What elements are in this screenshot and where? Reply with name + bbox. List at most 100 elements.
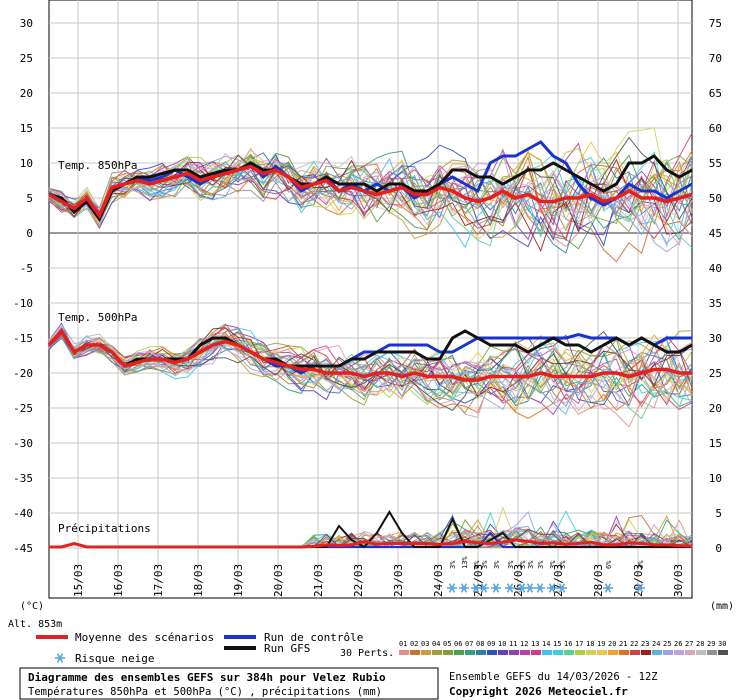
right-tick-label: 25 [709, 367, 722, 380]
snow-flake-stroke [604, 583, 612, 593]
right-tick-label: 45 [709, 227, 722, 240]
left-tick-label: -20 [13, 367, 33, 380]
date-label: 24/03 [432, 564, 445, 597]
perturbation-27-line [48, 328, 693, 419]
snow-risk-percent: 3% [559, 560, 567, 569]
perturbation-swatch [674, 650, 684, 655]
date-label: 18/03 [192, 564, 205, 597]
left-tick-label: -15 [13, 332, 33, 345]
legend-mean-label: Moyenne des scénarios [75, 631, 214, 644]
perturbation-swatch [443, 650, 453, 655]
perturbation-14-line [48, 163, 693, 249]
perturbation-number: 27 [685, 640, 693, 648]
left-tick-label: -10 [13, 297, 33, 310]
perturbation-number: 08 [476, 640, 484, 648]
snow-risk-percent: 3% [481, 560, 489, 569]
snow-flake-icon [535, 583, 545, 593]
perturbation-swatch [696, 650, 706, 655]
right-tick-label: 70 [709, 52, 722, 65]
perturbation-number: 14 [542, 640, 550, 648]
left-tick-label: 25 [20, 52, 33, 65]
date-label: 22/03 [352, 564, 365, 597]
right-tick-label: 35 [709, 297, 722, 310]
perturbation-number: 01 [399, 640, 407, 648]
date-label: 15/03 [72, 564, 85, 597]
perturbation-21-line [48, 150, 693, 231]
perturbation-swatch [399, 650, 409, 655]
snow-flake-stroke [480, 583, 488, 593]
perturbation-number: 12 [520, 640, 528, 648]
right-tick-label: 40 [709, 262, 722, 275]
left-tick-label: -5 [20, 262, 33, 275]
left-unit: (°C) [20, 601, 44, 612]
perturbation-number: 15 [553, 640, 561, 648]
snow-flake-stroke [636, 583, 644, 593]
perturbation-number: 18 [586, 640, 594, 648]
perturbation-number: 19 [597, 640, 605, 648]
title-box [19, 667, 439, 700]
date-label: 21/03 [312, 564, 325, 597]
snow-flake-stroke [472, 583, 480, 593]
snow-risk-percent: 3% [519, 560, 527, 569]
perturbation-count: 30 Perts. [340, 648, 394, 659]
perturbation-swatch [597, 650, 607, 655]
perturbation-swatch [531, 650, 541, 655]
legend-control-label: Run de contrôle [264, 631, 363, 644]
perturbation-swatch [487, 650, 497, 655]
snow-flake-icon [491, 583, 501, 593]
left-tick-label: 10 [20, 157, 33, 170]
perturbation-number: 11 [509, 640, 517, 648]
perturbation-number: 26 [674, 640, 682, 648]
perturbation-20-line [48, 326, 693, 402]
perturbation-swatch [542, 650, 552, 655]
legend-snow-icon [55, 653, 65, 663]
perturbation-swatch [575, 650, 585, 655]
chart-title: Diagramme des ensembles GEFS sur 384h po… [28, 671, 386, 684]
run-info: Ensemble GEFS du 14/03/2026 - 12Z [449, 671, 658, 683]
snow-risk-percent: 3% [449, 560, 457, 569]
snow-flake-stroke [526, 583, 534, 593]
perturbation-number: 17 [575, 640, 583, 648]
left-tick-label: -40 [13, 507, 33, 520]
perturbation-swatch [608, 650, 618, 655]
perturbation-number: 25 [663, 640, 671, 648]
right-tick-label: 60 [709, 122, 722, 135]
perturbation-29-line [48, 328, 693, 407]
right-tick-label: 50 [709, 192, 722, 205]
perturbation-number: 23 [641, 640, 649, 648]
plot-frame [48, 0, 693, 599]
snow-flake-icon [547, 583, 557, 593]
snow-risk-percent: 3% [493, 560, 501, 569]
date-label: 28/03 [592, 564, 605, 597]
perturbation-number: 02 [410, 640, 418, 648]
perturbation-swatch [652, 650, 662, 655]
snow-risk-percent: 3% [527, 560, 535, 569]
date-label: 19/03 [232, 564, 245, 597]
snow-flake-icon [525, 583, 535, 593]
perturbation-number: 10 [498, 640, 506, 648]
perturbation-number: 09 [487, 640, 495, 648]
right-tick-label: 20 [709, 402, 722, 415]
copyright: Copyright 2026 Meteociel.fr [449, 685, 628, 698]
legend-gfs-label: Run GFS [264, 642, 310, 655]
perturbation-24-line [48, 337, 693, 416]
right-tick-label: 75 [709, 17, 722, 30]
perturbation-swatch [476, 650, 486, 655]
left-tick-label: -25 [13, 402, 33, 415]
gfs-t850-line [48, 154, 693, 222]
label-precip: Précipitations [58, 522, 151, 535]
perturbation-swatch [509, 650, 519, 655]
snow-flake-stroke [548, 583, 556, 593]
snow-flake-stroke [460, 583, 468, 593]
perturbation-swatch [630, 650, 640, 655]
perturbation-number: 07 [465, 640, 473, 648]
date-label: 20/03 [272, 564, 285, 597]
x-axis-dates: 15/03 16/03 17/03 18/03 19/03 20/03 21/03 22/03… [72, 564, 685, 597]
perturbation-number: 29 [707, 640, 715, 648]
snow-flake-icon [603, 583, 613, 593]
snow-risk-percent: 3% [637, 560, 645, 569]
mean-t850-line [48, 164, 693, 220]
snow-flake-icon [479, 583, 489, 593]
left-tick-label: -30 [13, 437, 33, 450]
